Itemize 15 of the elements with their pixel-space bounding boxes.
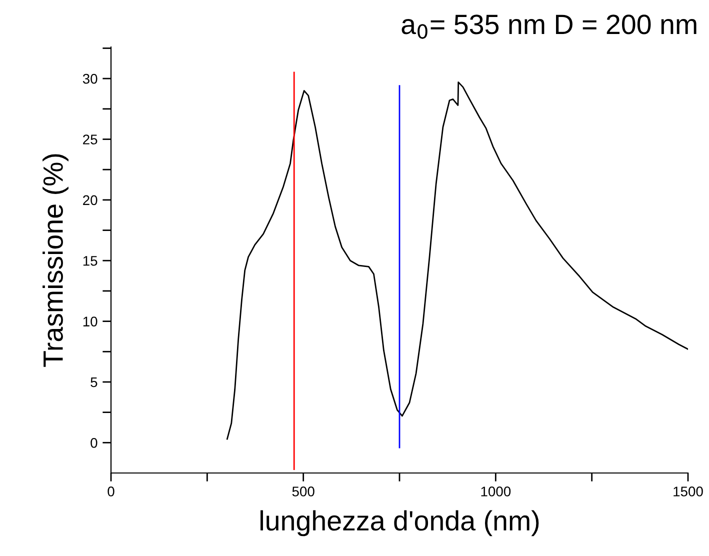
- x-tick-label: 1500: [674, 486, 703, 496]
- y-tick-label: 5: [90, 377, 98, 388]
- y-tick-label: 10: [83, 316, 98, 326]
- x-tick-label: 500: [292, 486, 314, 496]
- x-tick-label: 0: [108, 486, 114, 496]
- x-tick-label: 1000: [481, 486, 511, 496]
- y-tick-label: 20: [83, 195, 98, 206]
- y-tick-label: 30: [82, 74, 98, 84]
- chart-title: a$_{0}$= 535 nm D = 200 nm: [402, 14, 696, 39]
- line-series: [226, 82, 688, 440]
- y-tick-label: 25: [83, 134, 98, 144]
- x-axis-title: lunghezza d'onda (nm): [260, 510, 539, 536]
- y-tick-label: 15: [83, 256, 98, 266]
- y-tick-label: 0: [90, 438, 98, 448]
- y-axis-title: Trasmissione (%): [42, 154, 68, 367]
